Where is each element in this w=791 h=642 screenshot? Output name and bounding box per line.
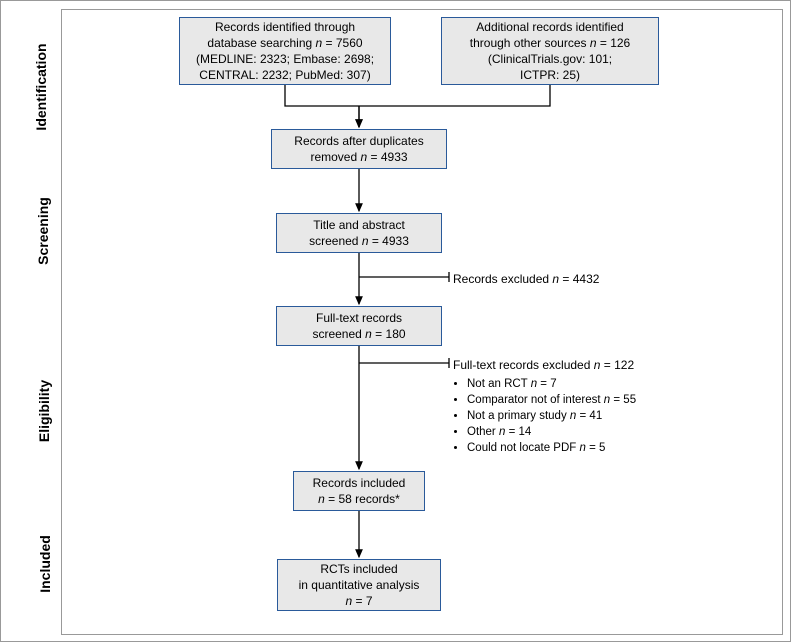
phase-label-eligibility: Eligibility (36, 366, 52, 456)
box-after-duplicates: Records after duplicatesremoved n = 4933 (271, 129, 447, 169)
phase-label-included: Included (37, 520, 53, 608)
box-db-search: Records identified throughdatabase searc… (179, 17, 391, 85)
annotation-excluded-fulltext: Full-text records excluded n = 122Not an… (453, 357, 636, 456)
box-rcts-included: RCTs includedin quantitative analysisn =… (277, 559, 441, 611)
phase-label-identification: Identification (33, 27, 49, 147)
phase-label-screening: Screening (35, 181, 51, 281)
box-fulltext: Full-text recordsscreened n = 180 (276, 306, 442, 346)
box-title-abstract: Title and abstractscreened n = 4933 (276, 213, 442, 253)
outer-frame: Identification Screening Eligibility Inc… (0, 0, 791, 642)
annotation-excluded-title-abstract: Records excluded n = 4432 (453, 271, 599, 288)
box-included-records: Records includedn = 58 records* (293, 471, 425, 511)
box-other-sources: Additional records identifiedthrough oth… (441, 17, 659, 85)
